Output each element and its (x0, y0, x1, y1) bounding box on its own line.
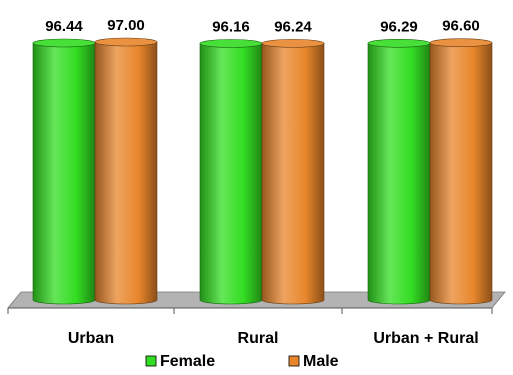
legend-item-female: Female (145, 353, 215, 370)
bar-female-1 (199, 39, 263, 305)
bar-cap (261, 39, 325, 48)
data-labels-group: 96.44 97.00 96.16 96.24 96.29 96.60 (45, 17, 480, 36)
bar-cap (199, 39, 263, 48)
bar-cap (94, 37, 158, 47)
bar-body (32, 42, 96, 305)
bar-body (199, 43, 263, 305)
bars-group (32, 37, 493, 305)
bar-cap (32, 38, 96, 48)
category-label: Urban + Rural (373, 330, 478, 347)
category-axis: Urban Rural Urban + Rural (68, 330, 479, 347)
bar-male-0 (94, 37, 158, 305)
data-label: 96.60 (442, 18, 480, 35)
bar-cap (429, 38, 493, 48)
data-label: 96.29 (380, 18, 418, 35)
bar-male-2 (429, 38, 493, 305)
category-label: Rural (238, 330, 279, 347)
bar-male-1 (261, 39, 325, 305)
legend-label: Male (303, 353, 339, 370)
legend: Female Male (145, 353, 339, 370)
bar-body (261, 43, 325, 305)
bar-body (367, 42, 431, 305)
bar-female-0 (32, 38, 96, 305)
bar-body (94, 41, 158, 305)
data-label: 96.24 (274, 18, 312, 35)
legend-label: Female (160, 353, 215, 370)
bar-body (429, 42, 493, 305)
data-label: 96.16 (212, 19, 250, 36)
data-label: 97.00 (107, 17, 145, 34)
legend-swatch (145, 355, 157, 367)
legend-swatch (288, 355, 300, 367)
data-label: 96.44 (45, 18, 83, 35)
legend-item-male: Male (288, 353, 339, 370)
category-label: Urban (68, 330, 114, 347)
bar-cap (367, 38, 431, 48)
bar-female-2 (367, 38, 431, 305)
